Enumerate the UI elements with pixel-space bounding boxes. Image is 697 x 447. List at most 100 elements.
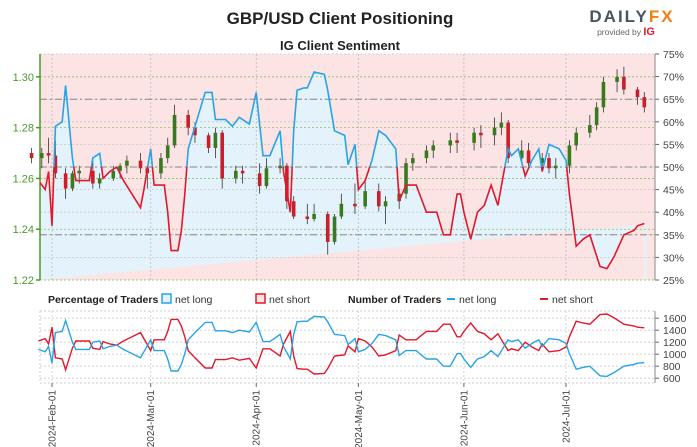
bullish-candle	[574, 132, 579, 146]
bullish-candle	[264, 168, 269, 187]
bearish-candle	[220, 132, 224, 179]
bullish-candle	[601, 81, 606, 108]
right-axis-label: 65%	[663, 94, 684, 106]
bearish-candle	[376, 191, 381, 207]
bearish-candle	[63, 173, 68, 189]
bullish-candle	[332, 216, 337, 242]
bullish-candle	[159, 158, 163, 174]
bullish-candle	[111, 170, 116, 179]
bullish-candle	[588, 125, 592, 133]
bearish-candle	[455, 140, 459, 143]
left-axis-label: 1.22	[13, 275, 34, 287]
bearish-candle	[138, 160, 143, 169]
right-axis-label: 50%	[663, 162, 684, 174]
bearish-candle	[193, 127, 197, 136]
main-panel: 25% 30% 35% 40% 45% 50% 55% 60% 65% 70% 75% 1.22 1.2…	[13, 49, 684, 287]
x-axis-label: 2024-May-01	[354, 390, 365, 447]
chart-subtitle: IG Client Sentiment	[280, 38, 401, 53]
legend-pct-long: net long	[175, 294, 213, 306]
net-short-count-line	[38, 313, 645, 375]
bullish-candle	[540, 158, 544, 164]
bearish-candle	[53, 155, 58, 174]
bullish-candle	[363, 191, 367, 207]
legend-num-long: net long	[459, 294, 497, 306]
dailyfx-logo: DAILYFX provided by IG	[589, 7, 674, 38]
bullish-candle	[165, 145, 170, 159]
bearish-candle	[479, 132, 483, 136]
net-long-line-above-50	[53, 71, 568, 167]
chart-title: GBP/USD Client Positioning	[227, 9, 454, 28]
left-axis-label: 1.24	[13, 224, 34, 236]
net-long-line-below-50	[40, 167, 645, 270]
bullish-candle	[472, 132, 476, 143]
legend-pct-short-swatch	[255, 293, 266, 304]
bullish-candle	[234, 170, 238, 179]
bullish-candle	[39, 153, 44, 159]
bearish-candle	[206, 135, 211, 148]
bullish-candle	[383, 201, 388, 207]
bearish-candle	[353, 203, 357, 207]
bearish-candle	[325, 213, 330, 242]
legend-num-title: Number of Traders	[348, 294, 442, 306]
bullish-candle	[431, 145, 436, 151]
right-axis-label: 30%	[663, 252, 684, 264]
x-axis-label: 2024-Mar-01	[146, 390, 157, 447]
bullish-candle	[404, 163, 408, 194]
traders-axis-label: 1600	[663, 313, 687, 325]
bullish-candle	[125, 160, 129, 166]
right-axis-label: 70%	[663, 72, 684, 84]
bullish-candle	[97, 178, 102, 184]
legend: Percentage of Traders net long net short…	[48, 293, 593, 306]
left-axis-label: 1.30	[13, 72, 34, 84]
bearish-candle	[257, 173, 262, 187]
bullish-candle	[519, 150, 524, 159]
traders-axis-label: 1200	[663, 337, 687, 349]
bearish-candle	[526, 150, 531, 164]
bullish-candle	[615, 76, 619, 82]
bearish-candle	[240, 170, 245, 174]
bullish-candle	[499, 122, 504, 128]
right-axis-label: 75%	[663, 49, 684, 61]
bearish-candle	[547, 158, 551, 169]
bullish-candle	[339, 203, 344, 217]
right-axis-label: 55%	[663, 139, 684, 151]
right-axis-label: 40%	[663, 207, 684, 219]
legend-pct-long-swatch	[161, 293, 172, 304]
bearish-candle	[91, 170, 95, 184]
right-axis-label: 25%	[663, 275, 684, 287]
bullish-candle	[553, 165, 558, 169]
legend-pct-title: Percentage of Traders	[48, 294, 158, 306]
logo-text: DAILYFX	[589, 7, 674, 26]
legend-num-short: net short	[552, 294, 593, 306]
bullish-candle	[278, 165, 282, 169]
legend-pct-short: net short	[269, 294, 310, 306]
long-area	[40, 72, 655, 280]
traders-axis-label: 600	[663, 373, 681, 385]
bullish-candle	[77, 170, 82, 174]
bearish-candle	[46, 153, 51, 156]
bullish-candle	[492, 127, 497, 136]
traders-axis-label: 1400	[663, 325, 687, 337]
bearish-candle	[285, 165, 289, 202]
bullish-candle	[172, 114, 177, 146]
x-axis-label: 2024-Jun-01	[459, 390, 470, 447]
bullish-candle	[213, 132, 218, 148]
bullish-candle	[118, 165, 122, 171]
left-axis-label: 1.28	[13, 123, 34, 135]
left-axis-label: 1.26	[13, 173, 34, 185]
bullish-candle	[312, 213, 316, 220]
bearish-candle	[622, 76, 626, 90]
x-axis-label: 2024-Jul-01	[562, 390, 573, 443]
bearish-candle	[506, 122, 510, 159]
x-axis-label: 2024-Apr-01	[252, 390, 263, 446]
right-axis-label: 60%	[663, 117, 684, 129]
bullish-candle	[448, 140, 453, 146]
bullish-candle	[594, 107, 599, 126]
traders-axis-label: 800	[663, 361, 681, 373]
bullish-candle	[70, 173, 75, 189]
right-axis-label: 35%	[663, 230, 684, 242]
bearish-candle	[291, 201, 296, 217]
right-axis-label: 45%	[663, 185, 684, 197]
